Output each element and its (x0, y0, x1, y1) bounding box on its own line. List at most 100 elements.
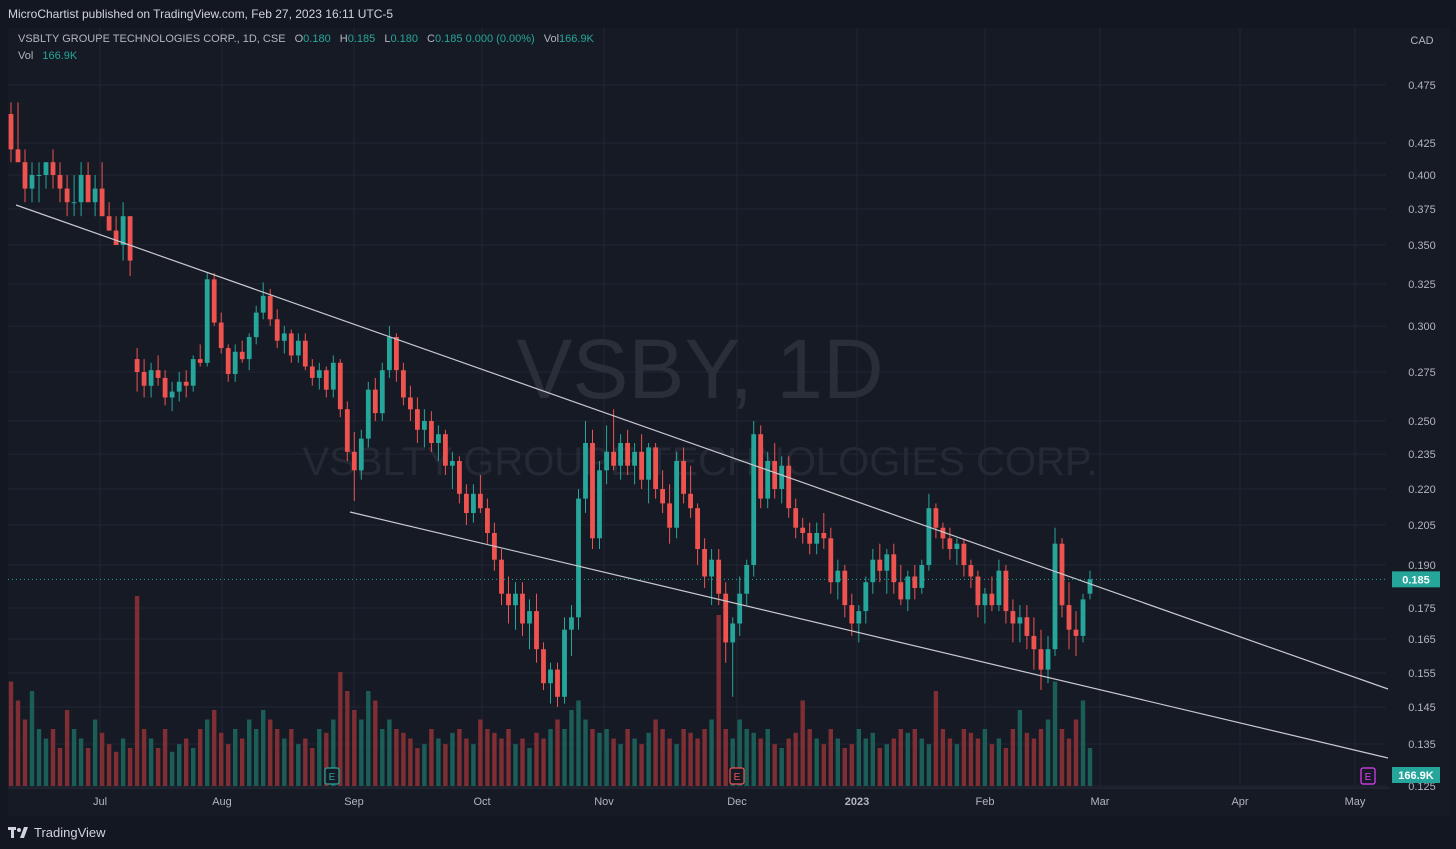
candle-body (120, 216, 126, 245)
time-tick-label: Dec (727, 796, 747, 808)
volume-bar (912, 729, 917, 786)
candle (926, 493, 932, 571)
candle-body (835, 570, 841, 583)
candle (288, 329, 294, 363)
candle-body (288, 333, 294, 356)
volume-bar (394, 729, 399, 786)
candle (996, 559, 1002, 612)
candle-body (933, 508, 939, 528)
candlestick-chart[interactable]: VSBY, 1D VSBLTY GROUPE TECHNOLOGIES CORP.… (8, 28, 1450, 816)
volume-bar (919, 738, 924, 786)
candle-body (989, 593, 995, 606)
candle-body (751, 434, 757, 565)
candle (337, 359, 343, 418)
candle-body (618, 443, 623, 466)
candle-body (15, 149, 21, 163)
time-tick-label: Apr (1231, 796, 1248, 808)
tradingview-logo[interactable]: TradingView (8, 816, 106, 849)
candle-body (106, 216, 112, 231)
candle-body (344, 409, 350, 452)
candle-body (302, 340, 308, 367)
candle (379, 362, 385, 421)
candle-body (779, 465, 785, 489)
volume-bar (408, 738, 413, 786)
volume-bar (996, 738, 1002, 786)
price-tick-label: 0.475 (1408, 80, 1436, 92)
tradingview-logo-icon (8, 826, 28, 838)
candle (365, 381, 371, 448)
candle-body (527, 611, 532, 624)
candle (513, 582, 518, 630)
volume-bar (779, 748, 784, 786)
candle (218, 312, 224, 354)
candle-body (330, 362, 336, 390)
price-tick-label: 0.135 (1408, 739, 1436, 751)
volume-bar (723, 729, 728, 786)
candle-body (50, 162, 56, 175)
candle (372, 377, 378, 421)
volume-bar (317, 729, 322, 786)
earnings-marker-label: E (1365, 772, 1372, 783)
candle (22, 149, 28, 203)
candle (197, 344, 203, 367)
candle (457, 456, 462, 504)
volume-bar (422, 744, 427, 786)
volume-bar (471, 744, 476, 786)
candle (295, 333, 301, 363)
legend-low-label: L (384, 33, 391, 45)
candle-body (534, 611, 539, 650)
chart-frame[interactable]: VSBY, 1D VSBLTY GROUPE TECHNOLOGIES CORP.… (8, 28, 1450, 816)
candle-body (695, 508, 700, 549)
volume-bar (387, 719, 392, 786)
candle (1052, 527, 1058, 656)
volume-bar (1024, 732, 1030, 786)
candle-body (793, 508, 799, 528)
last-volume-badge: 166.9K (1398, 770, 1434, 782)
candle (43, 162, 49, 189)
candle (793, 498, 799, 539)
candle-body (653, 447, 658, 489)
candle (176, 372, 182, 402)
candle (618, 434, 623, 480)
legend-symbol: VSBLTY GROUPE TECHNOLOGIES CORP., 1D, CS… (18, 33, 286, 45)
volume-bar (177, 744, 182, 786)
volume-bar (744, 729, 749, 786)
candle-body (1073, 629, 1079, 636)
candle (1059, 538, 1065, 618)
volume-bar (324, 732, 329, 786)
candle-body (141, 372, 147, 386)
candle-body (737, 593, 743, 624)
last-volume-badge-bg (1392, 767, 1440, 783)
volume-bar (569, 710, 574, 786)
candle-body (520, 593, 525, 624)
candle (898, 565, 904, 606)
candle (520, 582, 525, 636)
candle-body (625, 443, 630, 466)
candle (450, 451, 455, 489)
volume-bar (891, 738, 896, 786)
candle (919, 559, 925, 594)
candle-body (443, 434, 448, 466)
candle (856, 605, 862, 643)
candle-body (940, 527, 946, 539)
candle-body (358, 438, 364, 471)
volume-bar (548, 729, 553, 786)
candle-body (898, 582, 904, 600)
candle (246, 333, 252, 371)
candle-body (1017, 617, 1023, 624)
candle (232, 344, 238, 382)
candle (429, 411, 434, 452)
candle-body (905, 576, 911, 600)
candle (814, 522, 820, 555)
candle-body (814, 533, 820, 544)
candle (849, 593, 855, 636)
volume-bar (982, 729, 988, 786)
price-tick-label: 0.350 (1408, 240, 1436, 252)
candle (786, 456, 792, 518)
candle-body (1045, 649, 1051, 670)
candle (548, 662, 553, 704)
candle-body (632, 451, 637, 466)
earnings-marker-label: E (734, 772, 741, 783)
candle (555, 662, 560, 707)
candle (646, 443, 651, 504)
